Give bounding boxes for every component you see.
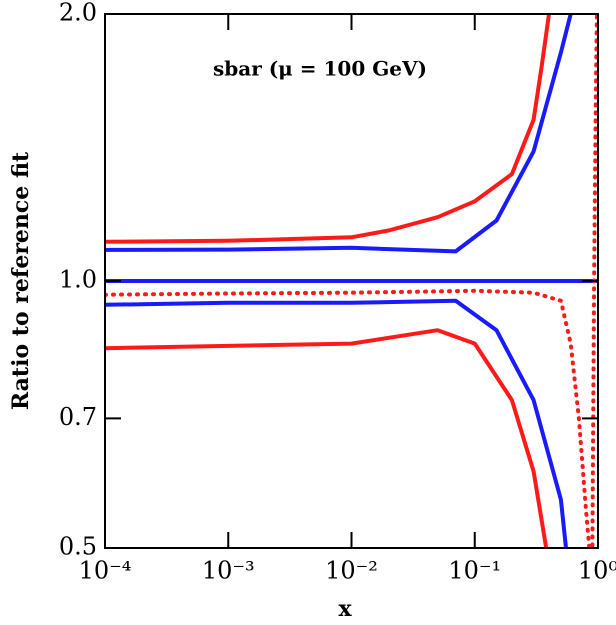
y-tick-label: 2.0 — [59, 0, 97, 27]
y-axis-label: Ratio to reference fit — [8, 151, 34, 410]
x-tick-label: 10⁻¹ — [448, 557, 501, 585]
x-tick-label: 10⁰ — [578, 557, 616, 585]
dotted-line — [105, 14, 598, 548]
line — [105, 14, 551, 244]
plot-area — [105, 14, 598, 548]
y-tick-label: 0.7 — [59, 403, 97, 431]
y-tick-label: 0.5 — [59, 533, 97, 561]
x-tick-label: 10⁻³ — [202, 557, 255, 585]
x-tick-label: 10⁻⁴ — [79, 557, 132, 585]
x-tick-label: 10⁻² — [325, 557, 378, 585]
line — [105, 14, 573, 254]
y-tick-label: 1.0 — [59, 266, 97, 294]
line — [105, 298, 568, 548]
annotation: sbar (μ = 100 GeV) — [213, 57, 427, 81]
x-axis-label: x — [338, 596, 352, 622]
line — [105, 328, 549, 548]
